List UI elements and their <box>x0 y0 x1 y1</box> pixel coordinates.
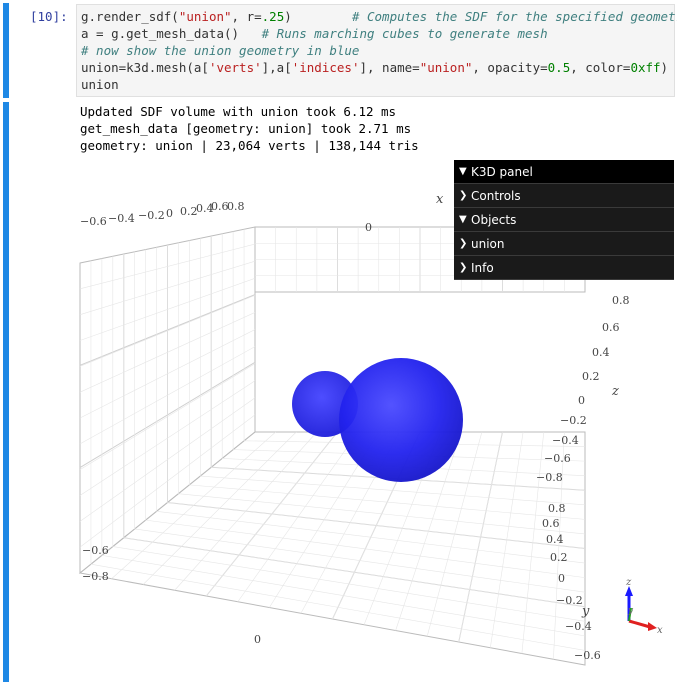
code-token: ) <box>284 9 292 24</box>
code-line: union=k3d.mesh(a['verts'],a['indices'], … <box>81 60 668 75</box>
orientation-gizmo: z y x <box>625 577 663 636</box>
output-line: geometry: union | 23,064 verts | 138,144… <box>80 138 419 153</box>
code-line: # now show the union geometry in blue <box>81 43 359 58</box>
tick-label: −0.2 <box>556 594 583 607</box>
tick-label: 0 <box>365 221 372 234</box>
tick-label: −0.4 <box>108 212 135 225</box>
gizmo-label-z: z <box>625 577 632 588</box>
code-token: 'verts' <box>208 60 262 75</box>
code-token: 0xff <box>630 60 661 75</box>
panel-item-info[interactable]: ❯ Info <box>454 256 674 280</box>
gizmo-label-x: x <box>657 625 663 636</box>
tick-label: −0.6 <box>82 544 109 557</box>
code-line: a = g.get_mesh_data() # Runs marching cu… <box>81 26 548 41</box>
code-token: ], name= <box>359 60 420 75</box>
panel-item-objects[interactable]: ▼ Objects <box>454 208 674 232</box>
code-token: # now show the union geometry in blue <box>81 43 360 58</box>
tick-label: −0.6 <box>544 452 571 465</box>
tick-label: 0.4 <box>196 202 214 215</box>
axis-name-x: x <box>436 192 444 207</box>
tick-label: 0.2 <box>582 370 600 383</box>
code-token: 'indices' <box>291 60 360 75</box>
gizmo-label-y: y <box>627 606 634 616</box>
code-token: "union" <box>178 9 232 24</box>
panel-item-label: Info <box>471 260 494 275</box>
output-cell-indicator <box>3 102 9 682</box>
chevron-down-icon: ▼ <box>459 213 467 225</box>
k3d-panel-header[interactable]: ▼ K3D panel <box>454 160 674 184</box>
tick-labels: −0.6 −0.4 −0.2 0 0.2 0.4 0.6 0.8 0 x 0.8… <box>80 192 630 662</box>
large-sphere <box>339 358 463 482</box>
code-token: a = g.get_mesh_data() <box>81 26 240 41</box>
chevron-down-icon: ▼ <box>459 165 467 177</box>
chevron-right-icon: ❯ <box>459 189 468 201</box>
chevron-right-icon: ❯ <box>459 237 468 249</box>
axis-name-y: y <box>581 604 590 619</box>
panel-item-union[interactable]: ❯ union <box>454 232 674 256</box>
tick-label: −0.8 <box>82 570 109 583</box>
code-token: 0.5 <box>547 60 571 75</box>
code-line: g.render_sdf("union", r=.25) # Computes … <box>81 9 677 24</box>
code-token: .25 <box>261 9 285 24</box>
tick-label: 0 <box>578 394 585 407</box>
code-editor[interactable]: g.render_sdf("union", r=.25) # Computes … <box>76 4 677 97</box>
tick-label: 0 <box>254 633 261 646</box>
code-token: ) <box>660 60 669 75</box>
tick-label: 0.6 <box>211 200 229 213</box>
tick-label: −0.8 <box>536 471 563 484</box>
code-token: # Runs marching cubes to generate mesh <box>239 26 548 41</box>
tick-label: −0.4 <box>552 434 579 447</box>
tick-label: 0.6 <box>542 517 560 530</box>
union-mesh[interactable] <box>292 358 463 482</box>
code-token: g.render_sdf( <box>81 9 179 24</box>
panel-item-label: Objects <box>471 212 517 227</box>
tick-label: 0.8 <box>227 200 245 213</box>
input-cell-indicator <box>3 3 9 98</box>
code-line: union <box>81 77 119 92</box>
tick-label: 0.2 <box>550 551 568 564</box>
k3d-panel: ▼ K3D panel ❯ Controls ▼ Objects ❯ union… <box>454 160 674 280</box>
tick-label: −0.6 <box>574 649 601 662</box>
tick-label: −0.4 <box>565 620 592 633</box>
code-token: , opacity= <box>472 60 548 75</box>
k3d-viewport[interactable]: −0.6 −0.4 −0.2 0 0.2 0.4 0.6 0.8 0 x 0.8… <box>76 160 675 682</box>
code-token: union <box>81 77 119 92</box>
code-token: , r= <box>231 9 262 24</box>
code-token: # Computes the SDF for the specified geo… <box>291 9 677 24</box>
code-token: , color= <box>570 60 631 75</box>
tick-label: 0.4 <box>546 533 564 546</box>
tick-label: 0.8 <box>612 294 630 307</box>
tick-label: 0 <box>166 207 173 220</box>
output-line: get_mesh_data [geometry: union] took 2.7… <box>80 121 412 136</box>
code-token: union=k3d.mesh(a[ <box>81 60 209 75</box>
chevron-right-icon: ❯ <box>459 261 468 273</box>
tick-label: −0.2 <box>560 414 587 427</box>
tick-label: 0.6 <box>602 321 620 334</box>
tick-label: 0.4 <box>592 346 610 359</box>
panel-item-label: union <box>471 236 505 251</box>
tick-label: 0 <box>558 572 565 585</box>
panel-item-controls[interactable]: ❯ Controls <box>454 184 674 208</box>
tick-label: 0.2 <box>180 205 198 218</box>
output-line: Updated SDF volume with union took 6.12 … <box>80 104 397 119</box>
k3d-panel-title: K3D panel <box>471 164 533 179</box>
code-token: ],a[ <box>261 60 292 75</box>
tick-label: −0.2 <box>138 209 165 222</box>
input-prompt: [10]: <box>30 9 68 24</box>
tick-label: 0.8 <box>548 502 566 515</box>
tick-label: −0.6 <box>80 215 107 228</box>
code-token: "union" <box>419 60 473 75</box>
panel-item-label: Controls <box>471 188 521 203</box>
axis-name-z: z <box>611 384 619 399</box>
